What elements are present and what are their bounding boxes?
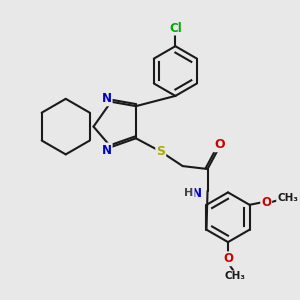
Text: N: N <box>192 187 202 200</box>
Text: N: N <box>102 92 112 105</box>
Text: CH₃: CH₃ <box>225 271 246 281</box>
Text: O: O <box>223 252 233 265</box>
Text: H: H <box>184 188 194 198</box>
Text: S: S <box>156 145 165 158</box>
Text: O: O <box>261 196 271 209</box>
Text: N: N <box>102 143 112 157</box>
Text: Cl: Cl <box>169 22 182 34</box>
Text: O: O <box>214 138 224 151</box>
Text: CH₃: CH₃ <box>277 193 298 203</box>
